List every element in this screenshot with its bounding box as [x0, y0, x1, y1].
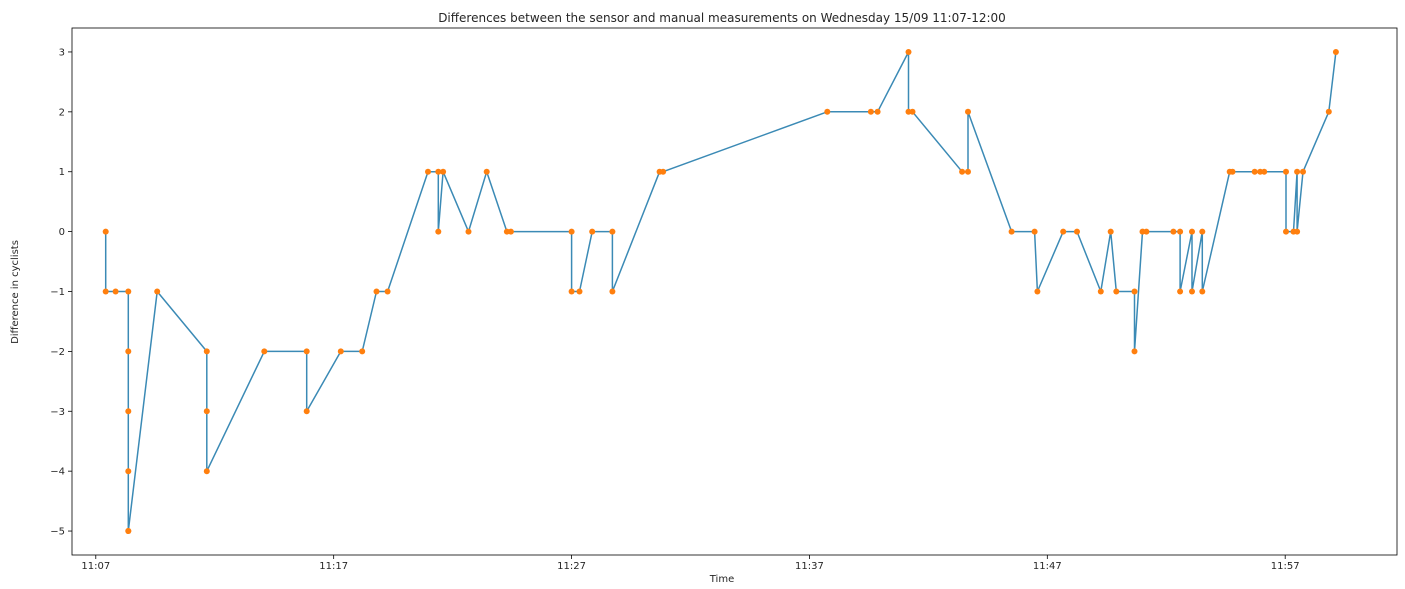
data-point — [1060, 228, 1067, 235]
data-point — [337, 348, 344, 355]
data-point — [1332, 49, 1339, 55]
plot-area: −5 −4 −3 −2 −1 0 1 2 3 11:07 11:17 11:27 11:37 11:47 1… — [50, 27, 1398, 572]
data-point — [1074, 228, 1080, 235]
data-point — [1107, 228, 1114, 235]
x-tick-label: 11:27 — [557, 561, 586, 572]
series-line — [104, 51, 1337, 532]
x-tick-label: 11:37 — [795, 561, 824, 572]
data-point — [1170, 228, 1177, 235]
data-point — [1131, 288, 1138, 295]
data-point — [102, 288, 109, 295]
y-tick-label: −4 — [50, 467, 65, 478]
data-point — [359, 348, 366, 355]
data-point — [1283, 228, 1289, 235]
data-point — [609, 288, 616, 295]
data-point — [1325, 108, 1332, 115]
data-point — [435, 228, 442, 235]
data-point — [425, 168, 431, 175]
data-point — [1199, 288, 1206, 295]
x-axis-label: Time — [709, 574, 734, 585]
data-point — [959, 168, 966, 175]
chart-title: Differences between the sensor and manua… — [438, 11, 1006, 25]
data-point — [203, 408, 210, 415]
data-point — [102, 228, 109, 235]
y-tick-label: −2 — [50, 347, 65, 358]
data-point — [125, 468, 132, 475]
data-point — [568, 288, 575, 295]
data-point — [1034, 288, 1041, 295]
data-point — [905, 49, 912, 55]
data-point — [203, 468, 210, 475]
data-point — [125, 528, 132, 534]
data-point — [440, 168, 447, 175]
data-point — [609, 228, 616, 235]
data-point — [507, 228, 514, 235]
data-point — [1131, 348, 1138, 355]
data-point — [660, 168, 667, 175]
data-point — [1189, 288, 1195, 295]
data-point — [303, 408, 310, 415]
data-point — [1283, 168, 1289, 175]
data-point — [909, 108, 916, 115]
y-tick-label: 2 — [59, 107, 65, 118]
data-point — [125, 408, 132, 415]
data-point — [373, 288, 380, 295]
data-point — [1177, 228, 1184, 235]
data-point — [303, 348, 310, 355]
data-point — [1229, 168, 1236, 175]
data-point — [435, 168, 442, 175]
data-point — [576, 288, 583, 295]
data-point — [1294, 228, 1301, 235]
data-point — [125, 348, 132, 355]
data-point — [1189, 228, 1195, 235]
data-point — [112, 288, 119, 295]
data-point — [1113, 288, 1120, 295]
data-point — [867, 108, 874, 115]
y-tick-label: 3 — [59, 47, 65, 58]
data-point — [154, 288, 161, 295]
data-point — [1177, 288, 1184, 295]
data-point — [1294, 168, 1301, 175]
data-point — [384, 288, 391, 295]
data-point — [125, 288, 132, 295]
x-tick-label: 11:07 — [81, 561, 110, 572]
y-tick-label: −3 — [50, 407, 65, 418]
data-point — [1031, 228, 1038, 235]
data-point — [465, 228, 472, 235]
data-point — [874, 108, 881, 115]
data-point — [1097, 288, 1104, 295]
plot-frame — [71, 27, 1398, 556]
data-point — [483, 168, 490, 175]
y-tick-label: −1 — [50, 287, 65, 298]
data-point — [824, 108, 831, 115]
y-tick-label: 0 — [59, 227, 65, 238]
x-tick-label: 11:57 — [1271, 561, 1300, 572]
data-point — [965, 108, 971, 115]
y-axis-label: Difference in cyclists — [10, 240, 21, 344]
data-point — [1199, 228, 1206, 235]
data-point — [589, 228, 596, 235]
data-point — [203, 348, 210, 355]
data-point — [1143, 228, 1150, 235]
data-point — [965, 168, 971, 175]
data-point — [1300, 168, 1306, 175]
data-point — [1008, 228, 1015, 235]
data-point — [1251, 168, 1258, 175]
data-point — [261, 348, 268, 355]
series-layer — [102, 49, 1339, 534]
y-tick-label: −5 — [50, 527, 65, 538]
x-tick-label: 11:17 — [319, 561, 348, 572]
data-point — [568, 228, 575, 235]
x-tick-label: 11:47 — [1033, 561, 1062, 572]
data-point — [1261, 168, 1268, 175]
y-tick-label: 1 — [59, 167, 65, 178]
